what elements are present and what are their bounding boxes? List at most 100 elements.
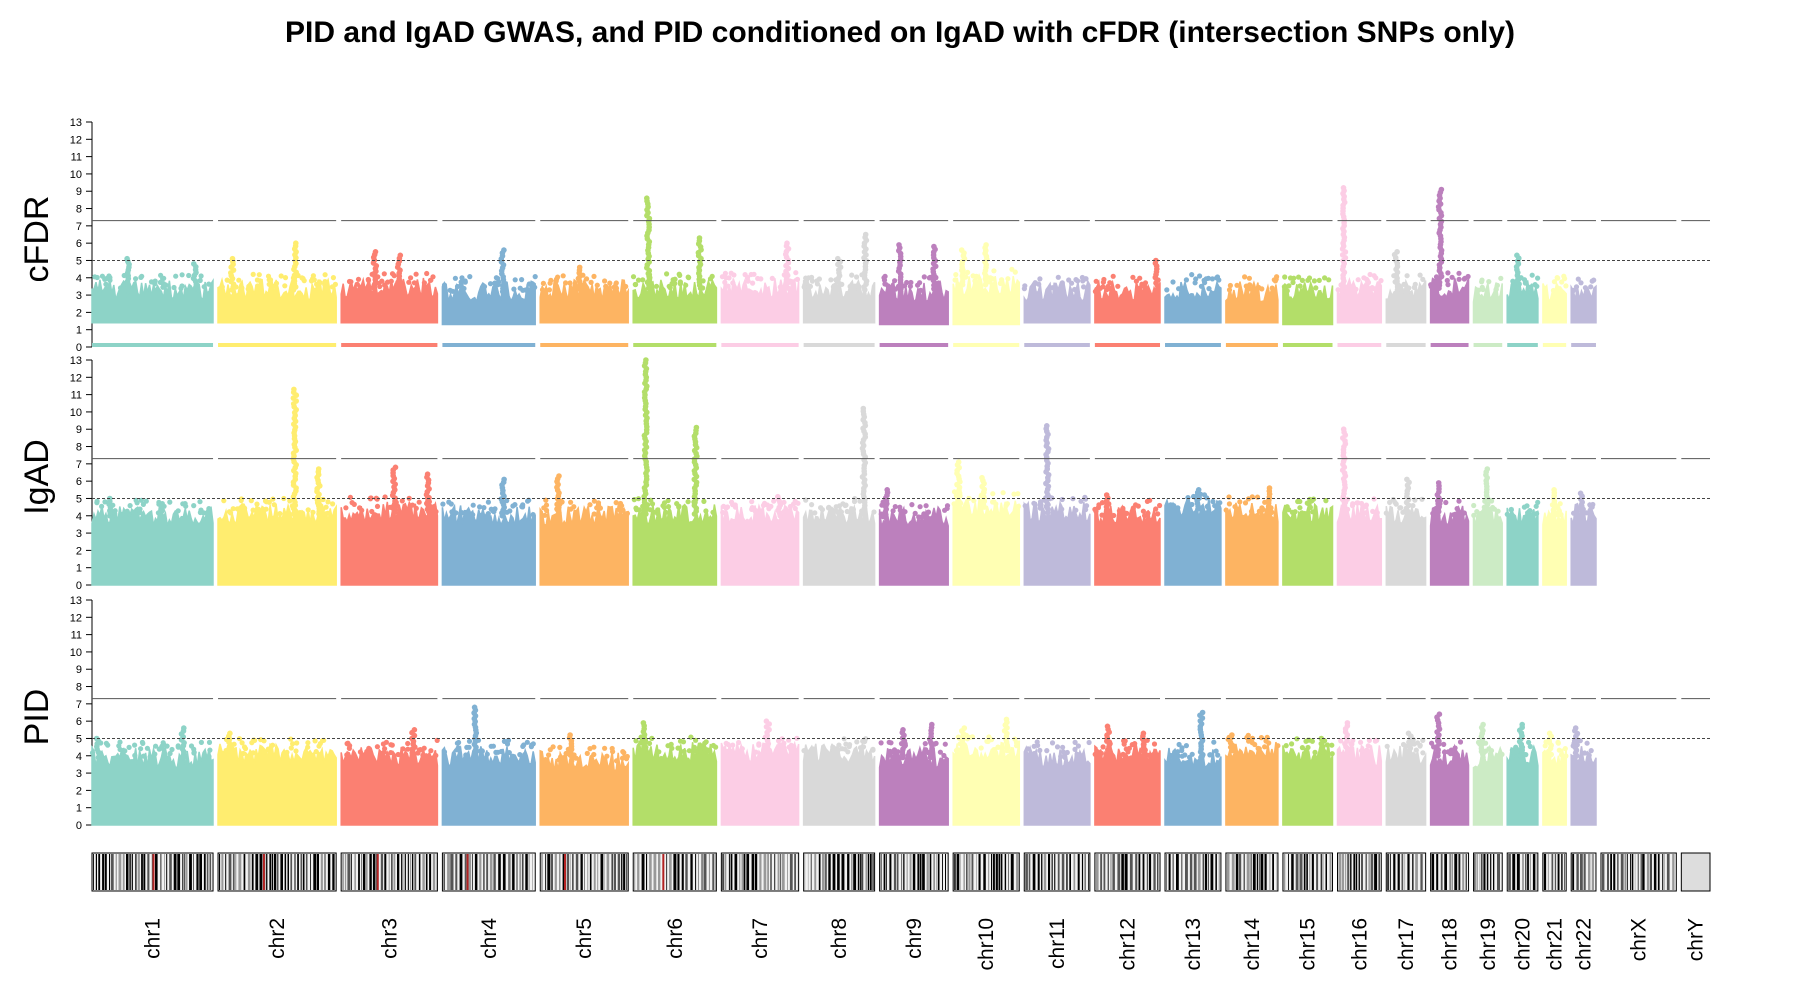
ideogram-band xyxy=(1146,854,1149,890)
snp-point xyxy=(1083,276,1089,282)
snp-point xyxy=(381,271,387,277)
snp-point xyxy=(266,277,272,283)
ideogram-band xyxy=(1451,854,1453,890)
snp-point xyxy=(440,501,446,507)
snp-point xyxy=(1494,282,1500,288)
ideogram-band xyxy=(294,854,296,890)
ideogram-band xyxy=(1663,854,1665,890)
ideogram-band xyxy=(1054,854,1056,890)
snp-point xyxy=(270,496,276,502)
peak-point xyxy=(181,725,187,731)
ideogram-band xyxy=(789,854,793,890)
snp-point xyxy=(909,502,915,508)
snp-point xyxy=(522,752,528,758)
ideogram-band xyxy=(160,854,162,890)
ideogram-band xyxy=(324,854,326,890)
snp-point xyxy=(1532,282,1538,288)
snp-point xyxy=(1115,283,1121,289)
snp-point xyxy=(273,751,279,757)
snp-point xyxy=(1465,273,1471,280)
ideogram-band xyxy=(942,854,943,890)
snp-point xyxy=(555,274,561,280)
peak-chr2 xyxy=(314,466,323,517)
ideogram-band xyxy=(380,854,384,890)
snp-point xyxy=(941,752,947,759)
snp-point xyxy=(1365,279,1372,286)
snp-point xyxy=(1099,500,1105,506)
points-body xyxy=(1336,744,1383,826)
ideogram-band xyxy=(822,854,825,890)
ideogram-band xyxy=(929,854,932,890)
snp-point xyxy=(1456,270,1462,276)
ideogram-band xyxy=(1239,854,1242,890)
ideogram-band xyxy=(182,854,184,890)
snp-point xyxy=(1174,754,1180,760)
snp-point xyxy=(526,281,532,287)
snp-point xyxy=(1074,754,1080,760)
snp-point xyxy=(453,510,459,516)
ideogram-band xyxy=(780,854,782,890)
points-chr22 xyxy=(1570,276,1597,347)
ideogram-band xyxy=(1481,854,1483,890)
snp-point xyxy=(1259,505,1265,511)
snp-point xyxy=(547,747,553,753)
ideogram-band xyxy=(1066,854,1068,890)
snp-point xyxy=(1258,509,1264,515)
snp-point xyxy=(169,746,175,753)
ideogram-band xyxy=(814,854,817,890)
peak-point xyxy=(983,242,989,248)
ideogram-band xyxy=(1374,854,1378,890)
ideogram-box xyxy=(1680,852,1711,892)
snp-point xyxy=(1237,499,1243,505)
chr-label: chrX xyxy=(1628,918,1651,961)
snp-point xyxy=(649,501,656,507)
snp-point xyxy=(246,283,252,289)
snp-point xyxy=(589,758,595,764)
ideogram-band xyxy=(409,854,412,890)
peak-chr16 xyxy=(1339,185,1349,293)
points-chr8 xyxy=(802,496,877,586)
ideogram-band xyxy=(143,854,146,890)
ideogram-band xyxy=(968,854,971,890)
snp-point xyxy=(454,283,461,290)
ideogram-band xyxy=(522,854,524,890)
snp-point xyxy=(807,283,814,289)
peak-chr3 xyxy=(394,252,404,292)
ideogram-band xyxy=(468,854,472,890)
snp-point xyxy=(683,282,689,288)
snp-point xyxy=(405,746,411,752)
snp-point xyxy=(406,279,412,285)
snp-point xyxy=(1374,510,1380,516)
snp-point xyxy=(1390,496,1396,503)
snp-point xyxy=(238,497,244,504)
centromere xyxy=(466,854,469,890)
snp-point xyxy=(1283,743,1289,749)
ideogram-band xyxy=(1401,854,1404,890)
snp-point xyxy=(923,512,929,518)
snp-point xyxy=(847,283,853,290)
points-chr3 xyxy=(340,737,440,826)
snp-point xyxy=(173,273,179,279)
peak-point xyxy=(1344,720,1351,726)
snp-point xyxy=(1562,746,1568,752)
ideogram-band xyxy=(1320,854,1322,890)
ideogram-band xyxy=(1329,854,1332,890)
snp-point xyxy=(557,744,563,751)
peak-point xyxy=(1404,476,1410,483)
points-body xyxy=(1506,744,1539,826)
snp-point xyxy=(661,504,668,510)
ideogram-band xyxy=(1493,854,1495,890)
y-tick-label: 7 xyxy=(76,459,82,471)
snp-point xyxy=(1493,287,1499,293)
points-chr16 xyxy=(1336,496,1383,586)
snp-point xyxy=(777,284,783,290)
peak-point xyxy=(1577,490,1584,497)
ideogram-band xyxy=(347,854,351,890)
points-body xyxy=(1225,741,1279,826)
snp-point xyxy=(892,504,898,510)
snp-point xyxy=(413,505,419,511)
ideogram-band xyxy=(867,854,870,890)
snp-point xyxy=(693,737,699,743)
peak-chr11 xyxy=(1043,423,1052,516)
snp-point xyxy=(1055,274,1061,280)
